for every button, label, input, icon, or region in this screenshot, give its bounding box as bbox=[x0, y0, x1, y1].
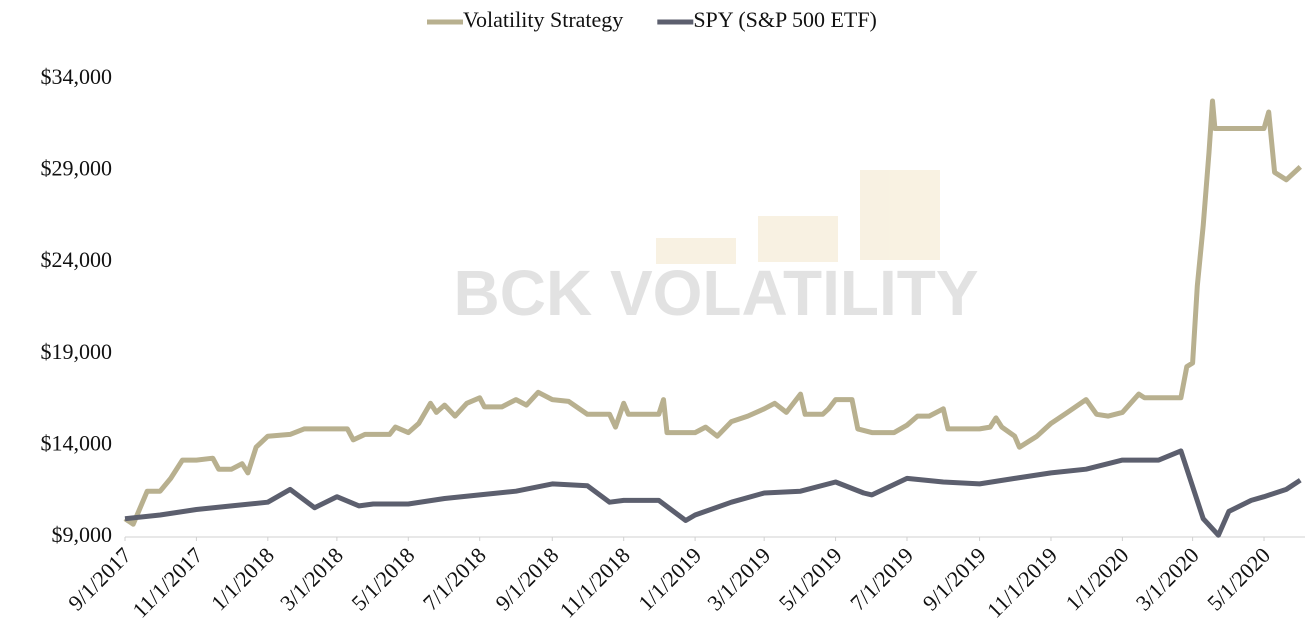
watermark-bar bbox=[860, 170, 940, 260]
x-tick-label: 5/1/2020 bbox=[1202, 542, 1275, 615]
y-tick-label: $24,000 bbox=[41, 247, 113, 272]
x-tick-label: 7/1/2019 bbox=[845, 542, 918, 615]
x-tick-label: 3/1/2018 bbox=[275, 542, 348, 615]
x-tick-label: 5/1/2019 bbox=[774, 542, 847, 615]
x-tick-label: 1/1/2020 bbox=[1060, 542, 1133, 615]
y-tick-label: $19,000 bbox=[41, 339, 113, 364]
legend-label: Volatility Strategy bbox=[463, 7, 623, 32]
y-tick-label: $34,000 bbox=[41, 64, 113, 89]
legend-label: SPY (S&P 500 ETF) bbox=[693, 7, 877, 32]
x-tick-label: 11/1/2019 bbox=[982, 542, 1062, 622]
watermark-bars bbox=[656, 170, 940, 264]
x-tick-label: 9/1/2018 bbox=[490, 542, 563, 615]
watermark-bar bbox=[758, 216, 838, 262]
x-tick-label: 7/1/2018 bbox=[418, 542, 491, 615]
y-tick-label: $29,000 bbox=[41, 156, 113, 181]
series-line bbox=[124, 448, 1302, 538]
y-tick-label: $14,000 bbox=[41, 430, 113, 455]
x-tick-label: 9/1/2017 bbox=[63, 542, 136, 615]
x-tick-label: 11/1/2018 bbox=[555, 542, 635, 622]
y-tick-label: $9,000 bbox=[52, 522, 113, 547]
watermark: BCK VOLATILITY bbox=[454, 257, 979, 329]
x-tick-label: 1/1/2019 bbox=[633, 542, 706, 615]
watermark-bar bbox=[656, 238, 736, 264]
series-line bbox=[123, 98, 1302, 527]
x-tick-label: 3/1/2019 bbox=[702, 542, 775, 615]
legend: Volatility Strategy SPY (S&P 500 ETF) bbox=[427, 7, 877, 32]
x-tick-label: 11/1/2017 bbox=[127, 542, 207, 622]
x-tick-label: 1/1/2018 bbox=[206, 542, 279, 615]
x-tick-label: 9/1/2019 bbox=[918, 542, 991, 615]
x-tick-label: 5/1/2018 bbox=[346, 542, 419, 615]
x-tick-label: 3/1/2020 bbox=[1131, 542, 1204, 615]
